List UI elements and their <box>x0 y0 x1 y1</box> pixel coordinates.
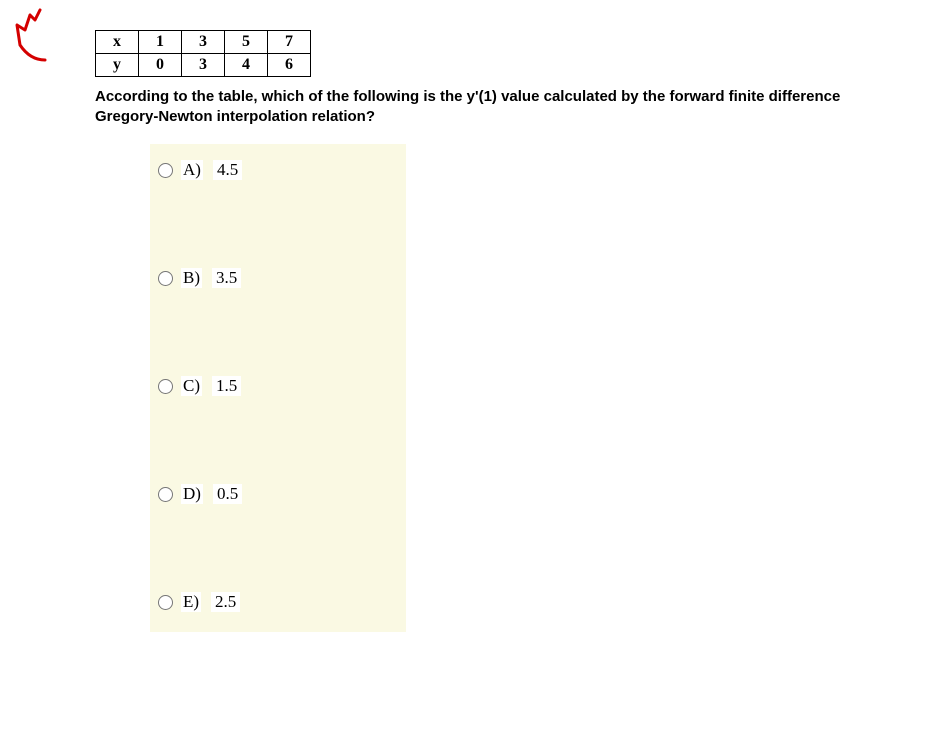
table-cell: x <box>96 31 139 54</box>
option-letter: E) <box>181 592 201 612</box>
hand-annotation-mark <box>5 5 75 75</box>
radio-option-c[interactable] <box>158 379 173 394</box>
radio-option-b[interactable] <box>158 271 173 286</box>
radio-option-a[interactable] <box>158 163 173 178</box>
option-letter: C) <box>181 376 202 396</box>
radio-option-d[interactable] <box>158 487 173 502</box>
table-row: x 1 3 5 7 <box>96 31 311 54</box>
table-row: y 0 3 4 6 <box>96 54 311 77</box>
option-letter: B) <box>181 268 202 288</box>
option-e[interactable]: E) 2.5 <box>158 592 398 612</box>
radio-option-e[interactable] <box>158 595 173 610</box>
data-table: x 1 3 5 7 y 0 3 4 6 <box>95 30 311 77</box>
option-value: 3.5 <box>212 268 241 288</box>
option-value: 1.5 <box>212 376 241 396</box>
table-cell: 3 <box>182 31 225 54</box>
table-cell: 7 <box>268 31 311 54</box>
table-cell: 0 <box>139 54 182 77</box>
option-a[interactable]: A) 4.5 <box>158 160 398 180</box>
option-value: 0.5 <box>213 484 242 504</box>
option-c[interactable]: C) 1.5 <box>158 376 398 396</box>
table-cell: 6 <box>268 54 311 77</box>
table-cell: 3 <box>182 54 225 77</box>
option-d[interactable]: D) 0.5 <box>158 484 398 504</box>
option-value: 4.5 <box>213 160 242 180</box>
option-letter: A) <box>181 160 203 180</box>
table-cell: 5 <box>225 31 268 54</box>
option-b[interactable]: B) 3.5 <box>158 268 398 288</box>
table-cell: 4 <box>225 54 268 77</box>
table-cell: 1 <box>139 31 182 54</box>
option-letter: D) <box>181 484 203 504</box>
options-panel: A) 4.5 B) 3.5 C) 1.5 D) 0.5 E) 2.5 <box>150 144 406 632</box>
question-text: According to the table, which of the fol… <box>95 87 875 126</box>
table-cell: y <box>96 54 139 77</box>
option-value: 2.5 <box>211 592 240 612</box>
question-container: x 1 3 5 7 y 0 3 4 6 According to the tab… <box>95 30 905 632</box>
